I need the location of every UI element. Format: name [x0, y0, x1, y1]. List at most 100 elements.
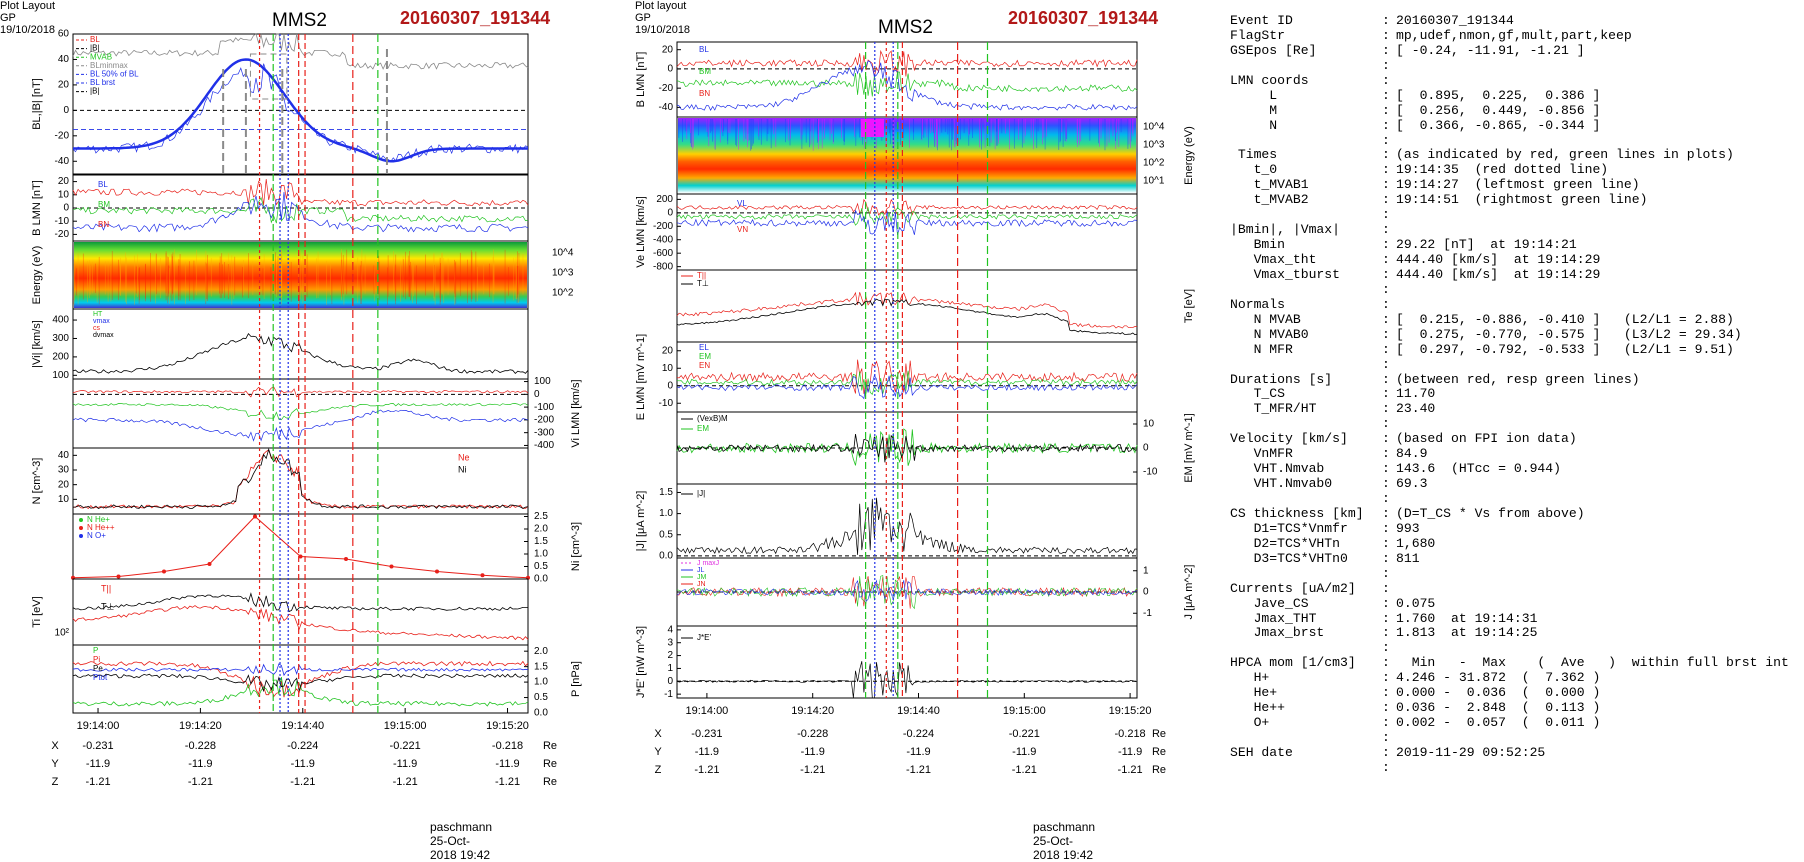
info-value: (as indicated by red, green lines in plo…	[1396, 147, 1734, 163]
tick-label: 10^2	[1143, 158, 1165, 169]
legend-label: BL	[98, 180, 108, 189]
info-row: L: [ 0.895, 0.225, 0.386 ]	[1230, 87, 1789, 104]
info-key: N MFR	[1230, 341, 1293, 357]
legend-label: T||	[697, 271, 706, 280]
tick-label: 100	[52, 370, 69, 381]
bn-trace	[676, 60, 1138, 111]
coord-value: -11.9	[695, 746, 719, 758]
info-row: SEH date:2019-11-29 09:52:25	[1230, 745, 1789, 761]
info-value: 0.002 - 0.057 ( 0.011 )	[1396, 715, 1601, 731]
info-sep: :	[1382, 57, 1390, 73]
legend-label: N O+	[87, 531, 106, 540]
coord-unit: Re	[1152, 728, 1166, 740]
info-key	[1230, 208, 1382, 223]
info-value: (D=T_CS * Vs from above)	[1396, 505, 1585, 521]
info-key	[1230, 59, 1382, 74]
coord-value: -1.21	[495, 776, 520, 788]
spectrogram-burst	[861, 119, 884, 137]
info-key: Times	[1230, 147, 1278, 163]
info-sep: :	[1382, 356, 1390, 372]
tick-label: 40	[58, 450, 70, 461]
tick-label: -100	[534, 402, 554, 413]
legend-label: BN	[98, 220, 109, 229]
vl-trace	[676, 198, 1138, 216]
tick-label: 60	[58, 29, 70, 40]
info-sep: :	[1382, 431, 1390, 447]
axis-label: Te [eV]	[1183, 289, 1195, 323]
tick-label: -10	[1143, 467, 1158, 478]
ptot-trace	[72, 663, 529, 677]
coord-value: -0.228	[185, 740, 216, 752]
info-key: FlagStr	[1230, 27, 1286, 43]
tick-label: 4	[667, 624, 673, 635]
info-key: L	[1230, 87, 1278, 103]
legend-label: J*E'	[697, 633, 711, 642]
info-key: t_MVAB2	[1230, 192, 1309, 208]
info-row: Event ID:20160307_191344	[1230, 13, 1789, 29]
info-row: T_MFR/HT:23.40	[1230, 401, 1789, 417]
tick-label: 19:15:00	[384, 720, 427, 732]
vexb-trace	[676, 434, 1138, 463]
info-sep: :	[1382, 281, 1390, 297]
legend-label: MVAB	[90, 52, 112, 61]
info-key: T_MFR/HT	[1230, 401, 1317, 417]
axis-label: |J| [μA m^-2]	[635, 491, 647, 552]
coord-value: -11.9	[188, 758, 212, 770]
tick-label: 19:15:00	[1003, 705, 1046, 717]
panel-frame	[676, 269, 1138, 343]
info-row: Jave_CS:0.075	[1230, 596, 1789, 612]
info-row: N MVAB: [ 0.215, -0.886, -0.410 ] (L2/L1 …	[1230, 312, 1789, 328]
legend-label: JM	[697, 574, 707, 581]
info-value: 4.246 - 31.872 ( 7.362 )	[1396, 670, 1601, 686]
info-value: 19:14:35 (red dotted line)	[1396, 162, 1609, 178]
info-row: CS thickness [km]: (D=T_CS * Vs from abov…	[1230, 505, 1789, 522]
info-sep: :	[1382, 341, 1390, 357]
axis-label: Energy (eV)	[1183, 126, 1195, 185]
info-row: He+:0.000 - 0.036 ( 0.000 )	[1230, 685, 1789, 701]
info-sep: :	[1382, 326, 1390, 342]
info-sep: :	[1382, 759, 1390, 775]
tick-label: 20	[58, 80, 70, 91]
legend-label: BL	[699, 45, 709, 54]
legend-label: (VexB)M	[697, 414, 728, 423]
tick-label: 0	[534, 389, 540, 400]
info-key	[1230, 731, 1382, 746]
info-row: He++:0.036 - 2.848 ( 0.113 )	[1230, 700, 1789, 716]
legend-label: vmax	[93, 318, 110, 325]
info-key: GSEpos [Re]	[1230, 42, 1317, 58]
info-sep: :	[1382, 670, 1390, 686]
info-key	[1230, 761, 1382, 776]
info-sep: :	[1382, 580, 1390, 596]
tick-label: -1	[664, 689, 673, 700]
spectrogram	[678, 118, 1136, 193]
info-sep: :	[1382, 72, 1390, 88]
he-plus-plus-point	[389, 564, 394, 569]
info-key: |Bmin|, |Vmax|	[1230, 222, 1341, 238]
tick-label: -20	[659, 83, 674, 94]
coord-label: Z	[655, 764, 662, 776]
coord-value: -1.21	[85, 776, 110, 788]
info-row: :	[1230, 281, 1789, 298]
info-key: HPCA mom [1/cm3]	[1230, 655, 1356, 671]
legend-label: |B|	[90, 44, 100, 53]
coord-value: -0.231	[82, 740, 113, 752]
legend-label: HT	[93, 311, 103, 318]
tick-label: -600	[653, 248, 673, 259]
coord-unit: Re	[543, 758, 557, 770]
info-value: Min - Max ( Ave ) within full brst int	[1396, 655, 1789, 671]
panel-frame	[676, 483, 1138, 559]
info-sep: :	[1382, 730, 1390, 745]
info-row: N: [ 0.366, -0.865, -0.344 ]	[1230, 118, 1789, 134]
left-spacecraft-title: MMS2	[272, 10, 327, 31]
tick-label: 10	[58, 494, 70, 505]
left-header: Plot Layout GP 19/10/2018	[0, 0, 56, 36]
axis-label: P [nPa]	[570, 661, 582, 697]
coord-value: -0.218	[1114, 728, 1145, 740]
info-value: 0.036 - 2.848 ( 0.113 )	[1396, 700, 1601, 716]
info-row: Vmax_tht:444.40 [km/s] at 19:14:29	[1230, 252, 1789, 268]
coord-label: Y	[654, 746, 662, 758]
vm-trace	[72, 403, 529, 421]
info-value: 143.6 (HTcc = 0.944)	[1396, 461, 1562, 477]
he-plus-plus-point	[207, 562, 212, 566]
coord-value: -1.21	[694, 764, 719, 776]
